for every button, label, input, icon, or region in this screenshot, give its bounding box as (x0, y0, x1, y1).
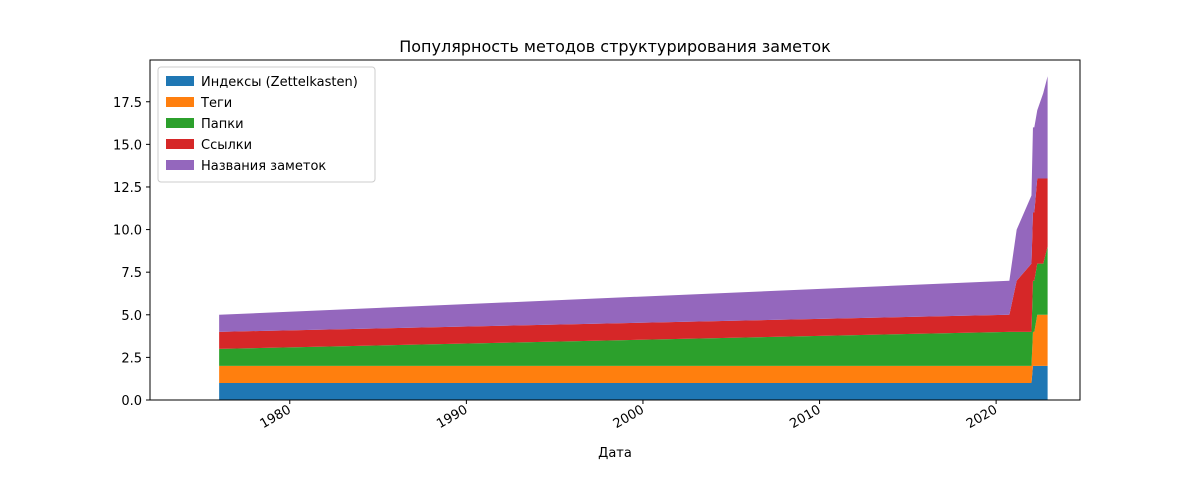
x-tick-label: 2000 (611, 402, 647, 432)
area-layers (219, 76, 1048, 400)
legend-label: Ссылки (201, 138, 252, 153)
y-tick-label: 2.5 (121, 351, 142, 366)
area-series-4 (219, 178, 1048, 349)
y-tick-label: 10.0 (113, 224, 142, 239)
x-tick-label: 1990 (434, 402, 470, 432)
y-tick-label: 0.0 (121, 394, 142, 409)
area-series-5 (219, 76, 1048, 332)
legend-box (157, 66, 376, 183)
legend-swatch (166, 97, 194, 107)
legend-swatch (166, 139, 194, 149)
legend-label: Теги (200, 96, 232, 111)
x-tick-label: 2020 (964, 402, 1000, 432)
legend: Индексы (Zettelkasten) Теги Папки Ссылки Наз… (157, 66, 376, 183)
legend-swatch (166, 160, 194, 170)
legend-label: Индексы (Zettelkasten) (201, 75, 358, 90)
legend-label: Названия заметок (201, 159, 326, 174)
legend-swatch (166, 76, 194, 86)
area-series-1 (219, 365, 1048, 400)
y-tick-label: 17.5 (113, 96, 142, 111)
y-tick-label: 7.5 (121, 266, 142, 281)
x-axis-label: Дата (598, 446, 632, 461)
x-tick-label: 2010 (787, 402, 823, 432)
y-tick-label: 5.0 (121, 309, 142, 324)
legend-label: Папки (201, 117, 244, 132)
chart-title: Популярность методов структурирования за… (399, 37, 831, 56)
legend-swatch (166, 118, 194, 128)
area-series-2 (219, 314, 1048, 383)
y-tick-label: 12.5 (113, 181, 142, 196)
x-tick-label: 1980 (258, 402, 294, 432)
area-series-3 (219, 246, 1048, 366)
y-tick-label: 15.0 (113, 138, 142, 153)
